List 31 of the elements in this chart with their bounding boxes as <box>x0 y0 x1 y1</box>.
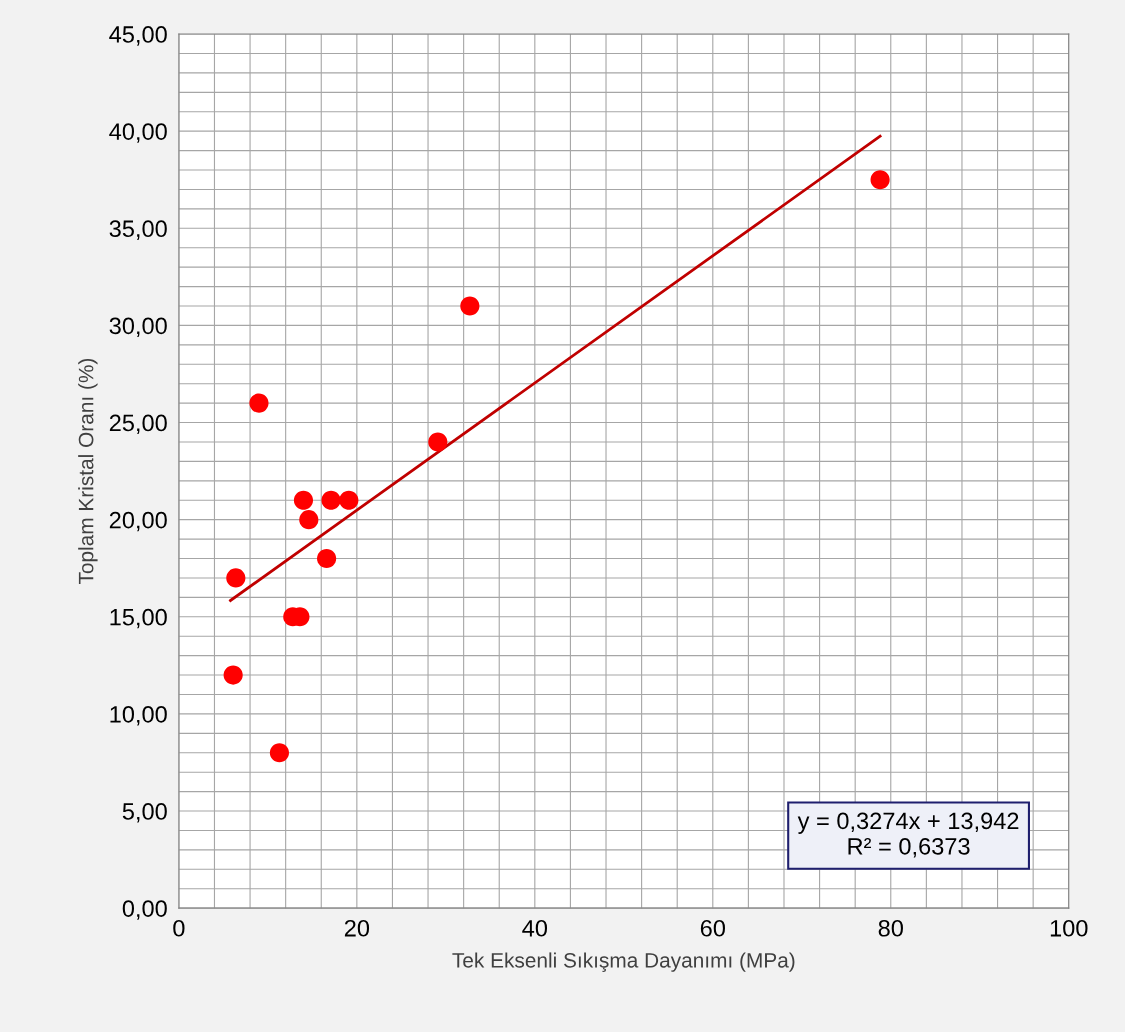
y-axis-title: Toplam Kristal Oranı (%) <box>78 358 98 585</box>
x-tick-label: 40 <box>522 919 548 937</box>
x-tick-label: 60 <box>700 919 726 937</box>
point <box>321 490 341 510</box>
x-tick-label: 80 <box>878 919 903 937</box>
x-tick-label: 100 <box>1050 919 1088 937</box>
y-tick-label: 15,00 <box>110 608 167 629</box>
x-tick-label: 0 <box>173 919 185 937</box>
point <box>317 548 337 569</box>
x-tick-label: 20 <box>344 919 370 937</box>
y-tick-label: 5,00 <box>122 803 167 823</box>
point <box>223 665 243 685</box>
y-tick-label: 25,00 <box>109 414 167 435</box>
y-tick-label: 40,00 <box>109 123 167 143</box>
point <box>339 490 359 510</box>
y-tick-label: 0,00 <box>122 900 167 920</box>
point <box>870 170 890 190</box>
point <box>226 568 246 588</box>
point <box>249 393 269 413</box>
y-tick-label: 10,00 <box>110 705 167 726</box>
point <box>428 432 448 452</box>
point <box>269 743 289 763</box>
point <box>299 510 319 530</box>
x-axis-title: Tek Eksenli Sıkışma Dayanımı (MPa) <box>452 952 795 972</box>
y-tick-label: 35,00 <box>109 220 167 240</box>
point <box>293 490 314 510</box>
y-tick-label: 30,00 <box>109 317 167 337</box>
y-tick-label: 45,00 <box>109 26 167 46</box>
point <box>460 296 480 316</box>
annotation: y = 0,3274x + 13,942 R² = 0,6373 <box>797 812 1019 858</box>
y-tick-label: 20,00 <box>109 511 167 532</box>
